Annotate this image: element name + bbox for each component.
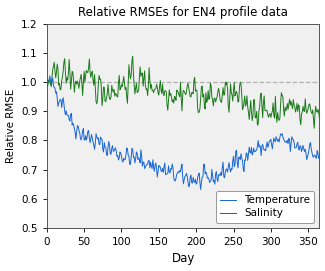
Salinity (156, 91, 160, 94)
Y-axis label: Relative RMSE: Relative RMSE (6, 89, 16, 163)
Temperature (306, 152, 310, 155)
Temperature (121, 160, 125, 164)
Temperature (48, 74, 52, 78)
Salinity (312, 127, 316, 130)
Salinity (155, 83, 159, 86)
Temperature (155, 167, 159, 170)
X-axis label: Day: Day (171, 253, 195, 265)
Salinity (318, 117, 321, 120)
Temperature (199, 188, 202, 191)
Line: Temperature: Temperature (47, 76, 319, 190)
Salinity (120, 85, 124, 88)
Salinity (306, 109, 309, 112)
Line: Salinity: Salinity (47, 56, 319, 128)
Legend: Temperature, Salinity: Temperature, Salinity (216, 191, 314, 223)
Salinity (46, 85, 49, 88)
Temperature (156, 169, 160, 173)
Temperature (318, 155, 321, 158)
Temperature (46, 77, 49, 80)
Salinity (280, 91, 283, 95)
Salinity (103, 99, 107, 103)
Salinity (131, 54, 135, 58)
Temperature (104, 146, 108, 149)
Temperature (280, 132, 284, 135)
Title: Relative RMSEs for EN4 profile data: Relative RMSEs for EN4 profile data (78, 6, 288, 18)
